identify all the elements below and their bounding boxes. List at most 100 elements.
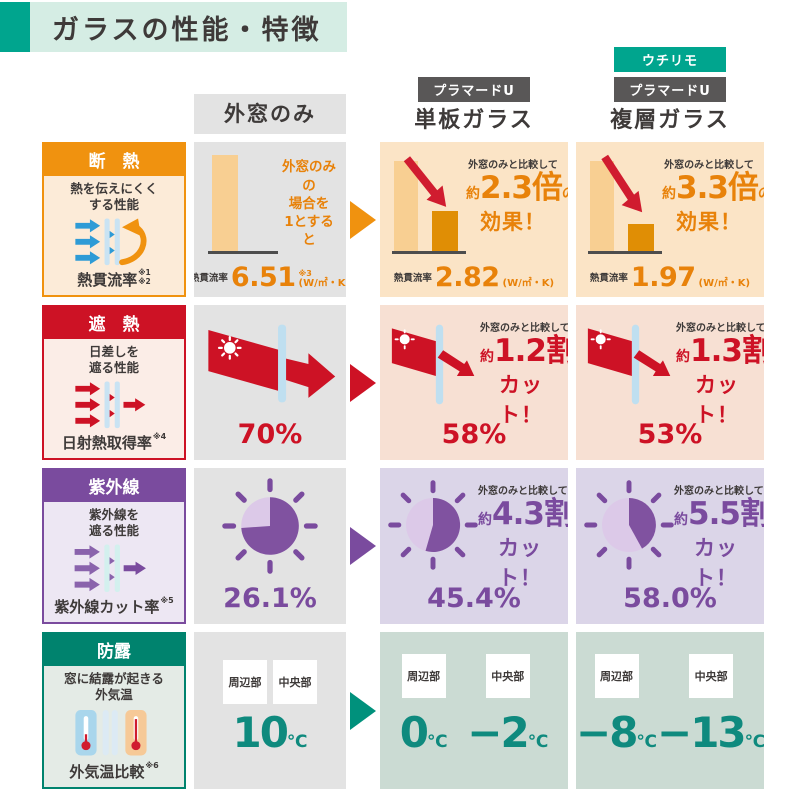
- center-label: 中央部: [273, 660, 317, 704]
- condensation-double-glass-cell: 周辺部 −8℃ 中央部 −13℃: [576, 632, 764, 789]
- sunlight-cut-icon: [587, 324, 671, 405]
- insulation-double-glass-cell: 外窓のみと比較して 約3.3倍の 効果！ 熱貫流率 1.97 (W/㎡・K): [576, 142, 764, 297]
- outer-only-label: 外窓のみ: [194, 94, 346, 134]
- shading-outer-value: 70%: [237, 419, 303, 450]
- center-label: 中央部: [689, 654, 734, 698]
- position-labels: 周辺部 中央部: [194, 660, 346, 704]
- highlight-line1: 約4.3割: [478, 496, 568, 532]
- u-value-metric: 熱貫流率: [589, 273, 628, 284]
- column-header-double-glass: ウチリモ プラマードU 複層ガラス: [576, 36, 764, 134]
- edge-temp-item: 周辺部 0℃: [400, 654, 448, 754]
- shading-icon: [75, 380, 146, 428]
- note-line: 外窓のみの: [282, 159, 336, 194]
- uchirimo-badge: ウチリモ: [614, 47, 726, 72]
- metric-text: 熱貫流率: [77, 271, 138, 289]
- shading-double-value: 53%: [637, 419, 703, 450]
- center-temp-item: 中央部 −13℃: [657, 654, 764, 754]
- condensation-outer-cell: 周辺部 中央部 10℃: [194, 632, 346, 789]
- page-title-bar: ガラスの性能・特徴: [0, 2, 348, 52]
- page-title: ガラスの性能・特徴: [30, 2, 348, 52]
- double-glass-label: 複層ガラス: [610, 108, 730, 133]
- arrow-shading: [346, 305, 380, 460]
- chart-axis: [208, 251, 278, 254]
- column-header-outer-only: 外窓のみ: [194, 36, 346, 134]
- uv-single-glass-cell: 外窓のみと比較して 約4.3割 カット！ 45.4%: [380, 468, 568, 624]
- highlight-line1: 約1.3割: [676, 333, 764, 369]
- edge-label: 周辺部: [401, 654, 446, 698]
- uv-metric-label: 紫外線カット率 ※5: [44, 596, 184, 622]
- uv-outer-value: 26.1%: [223, 583, 317, 614]
- u-value: 6.51: [230, 262, 296, 294]
- u-value-unit: ※3 (W/㎡・K): [298, 269, 346, 290]
- compare-note: 外窓のみと比較して: [676, 323, 764, 334]
- insulation-icon: [75, 217, 147, 265]
- desc-line: 日差しを: [88, 344, 139, 359]
- center-temp: −13℃: [657, 708, 764, 757]
- insulation-outer-cell: 外窓のみの 場合を 1とすると 熱貫流率 6.51 ※3 (W/㎡・K): [194, 142, 346, 297]
- desc-line: 外気温: [95, 687, 133, 703]
- shading-description: 日差しを 遮る性能: [44, 344, 184, 377]
- right-arrow-icon: [350, 691, 376, 730]
- title-accent-block: [0, 2, 30, 52]
- highlight-line2: 効果！: [480, 210, 546, 234]
- uv-double-glass-cell: 外窓のみと比較して 約5.5割 カット！ 58.0%: [576, 468, 764, 624]
- insulation-base-bar-chart: [206, 150, 280, 256]
- edge-temp: 0℃: [399, 708, 448, 757]
- u-value-metric: 熱貫流率: [194, 273, 228, 284]
- highlight-line1: 約1.2割: [480, 333, 568, 369]
- bar-outer-window: [590, 161, 614, 251]
- highlight-line1: 約5.5割: [674, 496, 764, 532]
- row-label-uv: 紫外線 紫外線を 遮る性能 紫外線カット率 ※5: [42, 468, 186, 624]
- metric-text: 日射熱取得率: [61, 434, 152, 452]
- uv-description: 紫外線を 遮る性能: [44, 507, 184, 540]
- insulation-description: 熱を伝えにくく する性能: [44, 181, 184, 214]
- shading-highlight: 外窓のみと比較して 約1.3割 カット！: [676, 313, 764, 429]
- compare-note: 外窓のみと比較して: [664, 160, 754, 171]
- insulation-base-note: 外窓のみの 場合を 1とすると: [280, 150, 338, 258]
- decrease-arrow-icon: [403, 156, 447, 207]
- desc-line: 熱を伝えにくく: [70, 181, 158, 196]
- arrow-condensation: [346, 632, 380, 789]
- edge-label: 周辺部: [594, 654, 639, 698]
- shading-double-glass-cell: 外窓のみと比較して 約1.3割 カット！ 53%: [576, 305, 764, 460]
- highlight-line2: カット！: [694, 536, 738, 590]
- center-temp: −2℃: [467, 708, 549, 757]
- metric-text: 紫外線カット率: [54, 598, 160, 616]
- row-label-shading: 遮 熱 日差しを 遮る性能 日射熱取得率 ※4: [42, 305, 186, 460]
- decrease-arrow-icon: [601, 154, 643, 213]
- arrow-insulation: [346, 142, 380, 297]
- compare-note: 外窓のみと比較して: [478, 486, 568, 497]
- shading-metric-label: 日射熱取得率 ※4: [44, 432, 184, 458]
- uv-single-value: 45.4%: [427, 583, 521, 614]
- u-value-unit: (W/㎡・K): [698, 278, 751, 289]
- column-header-single-glass: プラマードU 単板ガラス: [380, 36, 568, 134]
- uv-highlight: 外窓のみと比較して 約4.3割 カット！: [478, 476, 568, 592]
- u-value-unit: (W/㎡・K): [502, 278, 555, 289]
- edge-temp: −8℃: [576, 708, 658, 757]
- desc-line: 遮る性能: [88, 523, 139, 539]
- u-value-metric: 熱貫流率: [393, 273, 432, 284]
- note-line: 1とすると: [284, 214, 334, 249]
- sunlight-cut-icon: [391, 324, 475, 405]
- right-arrow-icon: [350, 527, 376, 565]
- right-arrow-icon: [350, 200, 376, 239]
- row-label-insulation: 断 熱 熱を伝えにくく する性能 熱貫流率 ※1: [42, 142, 186, 297]
- metric-note: ※6: [145, 761, 159, 770]
- shading-outer-cell: 70%: [194, 305, 346, 460]
- chart-axis: [588, 251, 662, 254]
- uv-highlight: 外窓のみと比較して 約5.5割 カット！: [674, 476, 764, 592]
- uv-sun-pie-icon: [388, 480, 478, 570]
- desc-line: 窓に結露が起きる: [64, 671, 164, 686]
- desc-line: する性能: [88, 197, 139, 213]
- condensation-outer-temp: 10℃: [232, 708, 308, 757]
- u-value-line: 熱貫流率 6.51 ※3 (W/㎡・K): [194, 262, 346, 294]
- plamado-u-badge: プラマードU: [418, 77, 530, 102]
- insulation-row-title: 断 熱: [44, 144, 184, 176]
- desc-line: 遮る性能: [88, 360, 139, 376]
- right-arrow-icon: [350, 363, 376, 402]
- note-line: 場合を: [288, 195, 330, 212]
- compare-note: 外窓のみと比較して: [480, 323, 568, 334]
- highlight-line2: 効果！: [676, 210, 742, 234]
- compare-note: 外窓のみと比較して: [674, 486, 764, 497]
- uv-row-title: 紫外線: [44, 470, 184, 502]
